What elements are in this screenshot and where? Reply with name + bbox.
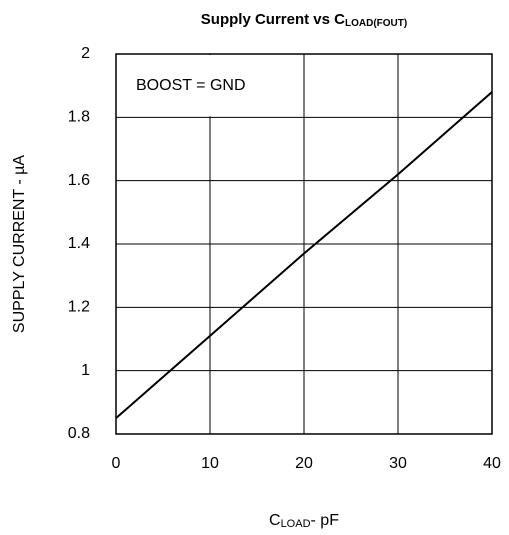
y-tick-label: 1.2 [68, 299, 90, 316]
x-tick-label: 40 [483, 455, 501, 472]
x-tick-label: 10 [201, 455, 219, 472]
x-label-subscript: LOAD [281, 518, 311, 530]
y-axis-label: SUPPLY CURRENT - µA [11, 155, 28, 333]
x-tick-label: 20 [295, 455, 313, 472]
title-subscript: LOAD(FOUT) [345, 18, 407, 29]
annotation: BOOST = GND [136, 77, 246, 94]
y-tick-label: 2 [81, 45, 90, 62]
y-tick-label: 1 [81, 362, 90, 379]
y-tick-label: 0.8 [68, 425, 90, 442]
x-axis-label: CLOAD- pF [269, 512, 339, 530]
y-tick-label: 1.6 [68, 172, 90, 189]
plot-border [115, 53, 493, 435]
x-tick-label: 30 [389, 455, 407, 472]
y-tick-label: 1.8 [68, 109, 90, 126]
x-label-suffix: - pF [311, 512, 340, 529]
title-text: Supply Current vs C [201, 11, 345, 28]
chart-title: Supply Current vs CLOAD(FOUT) [201, 11, 407, 29]
x-label-text: C [269, 512, 281, 529]
data-line [115, 91, 493, 419]
annotation-box [117, 55, 303, 117]
x-tick-label: 0 [112, 455, 121, 472]
y-tick-label: 1.4 [68, 235, 90, 252]
